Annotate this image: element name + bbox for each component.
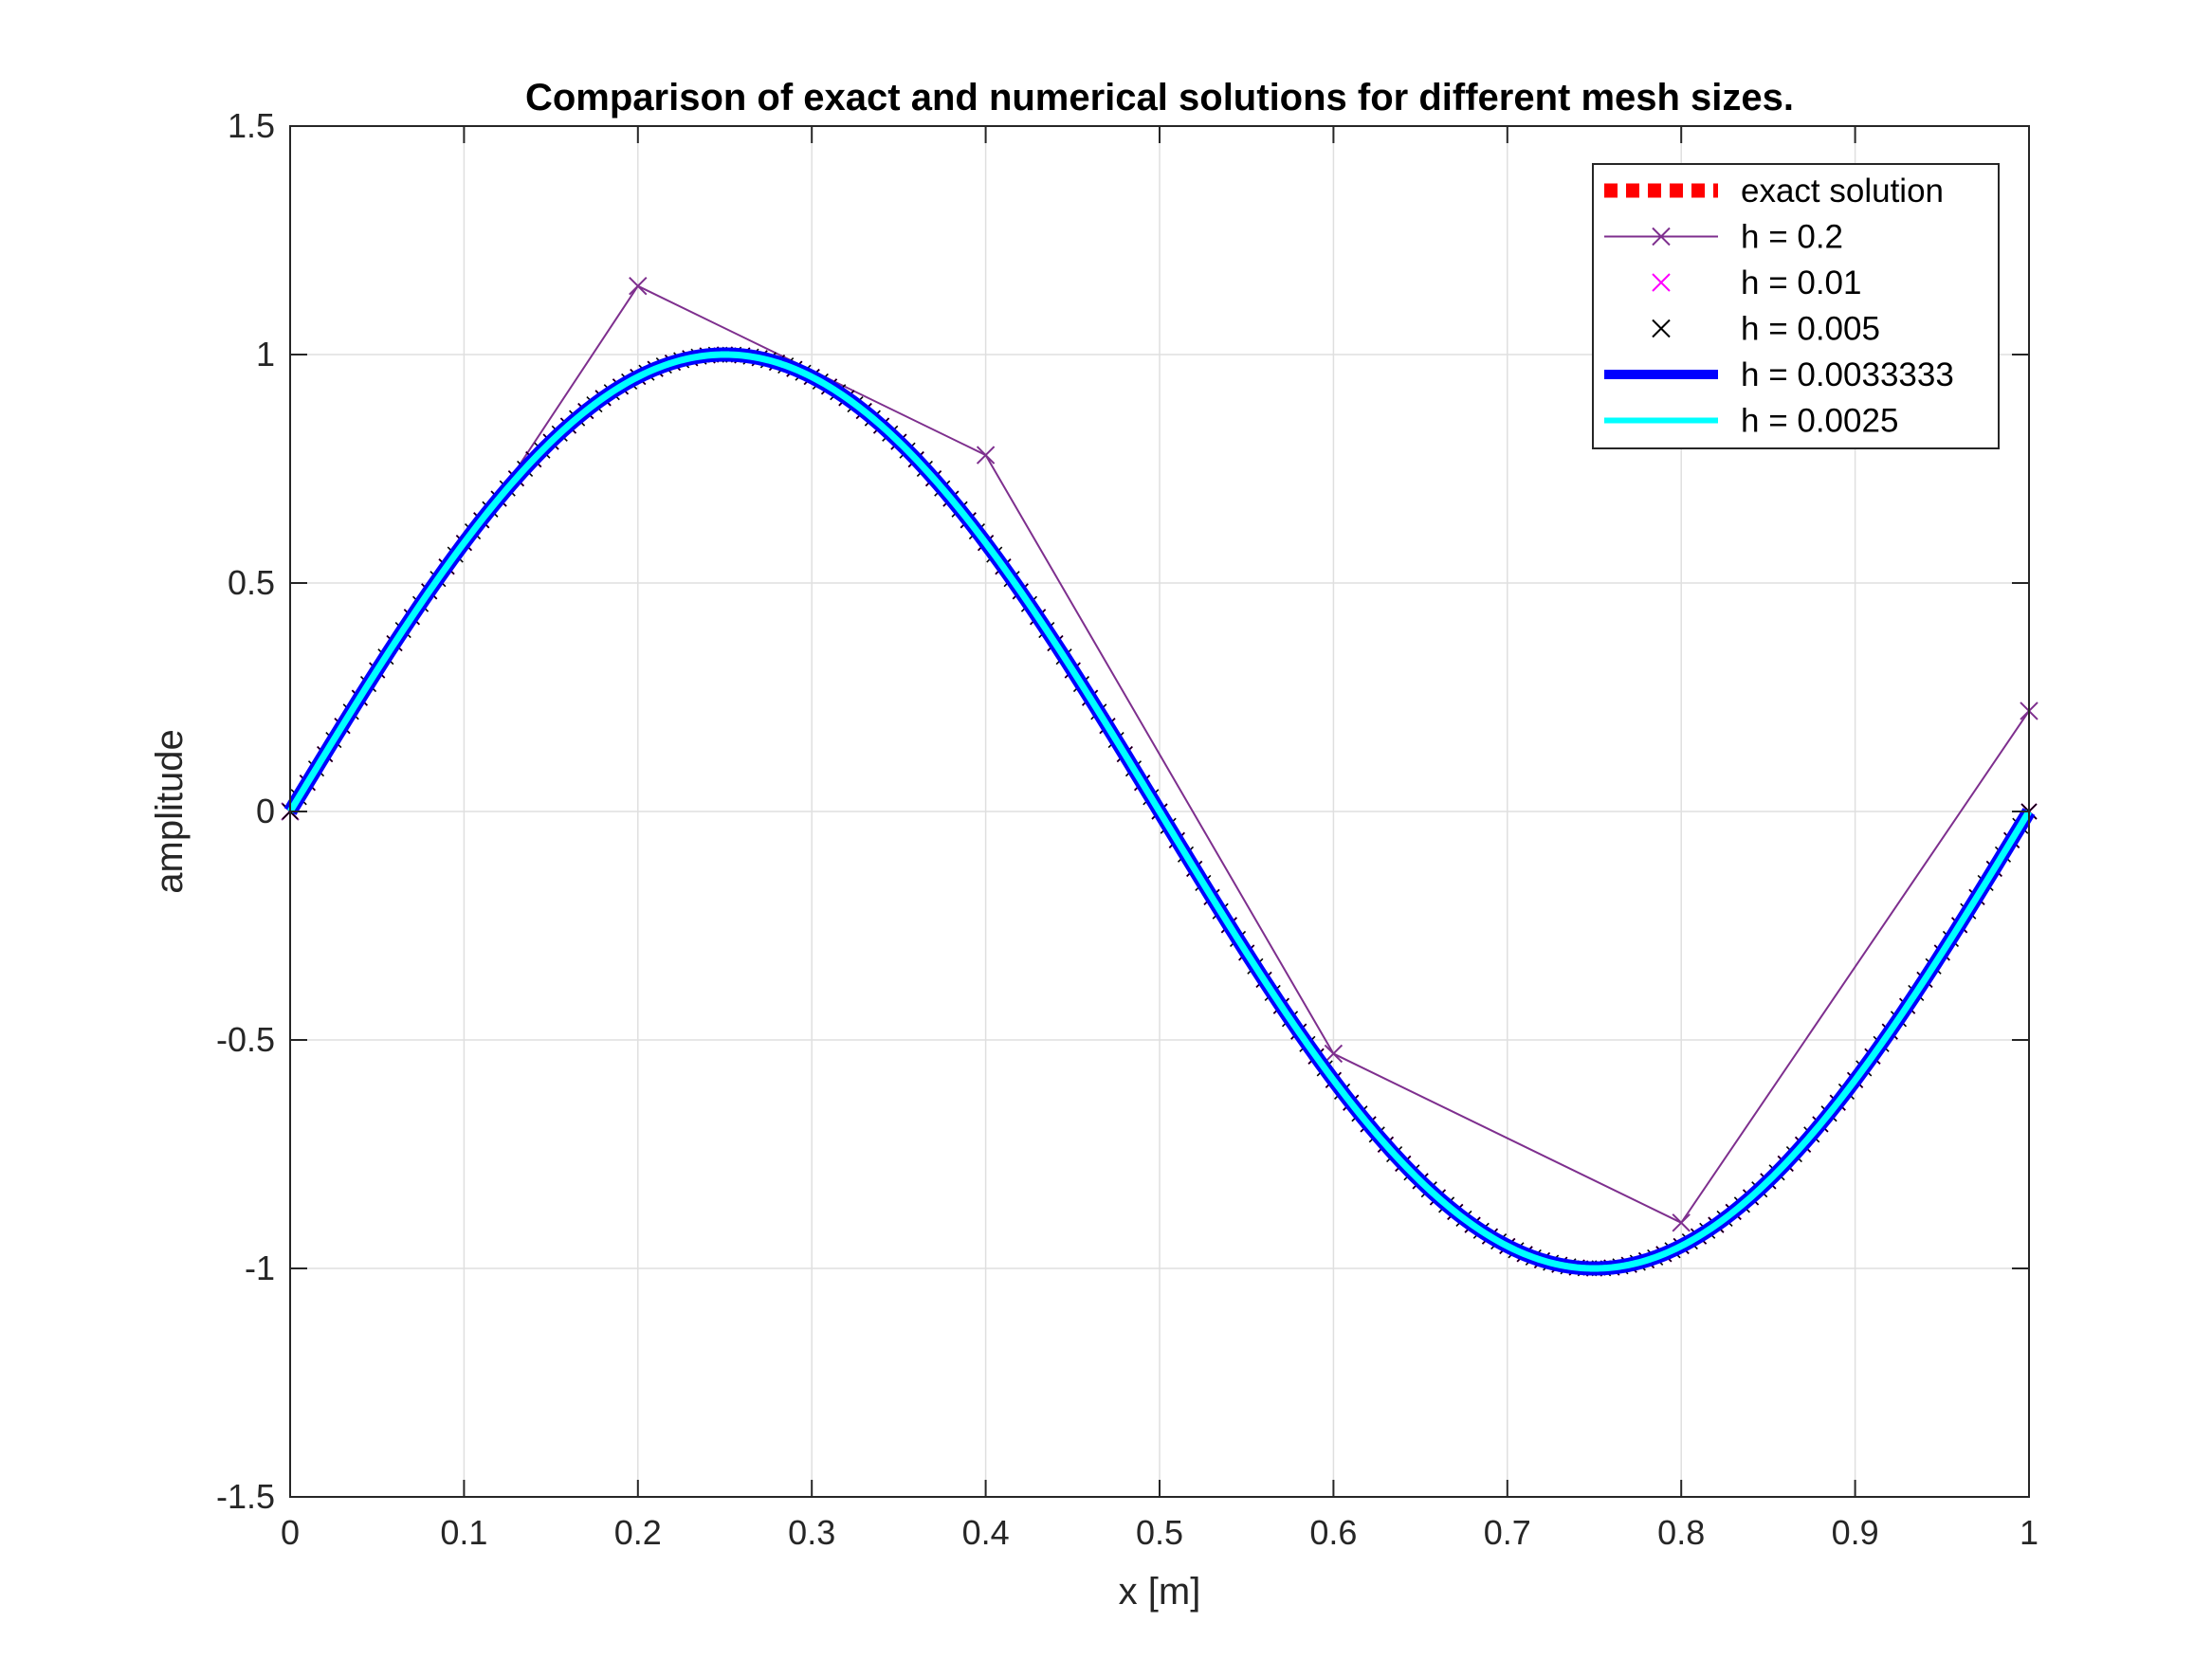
- y-tick-label: 1.5: [228, 106, 275, 145]
- legend-marker: [1652, 273, 1671, 292]
- y-tick-label: 1: [256, 335, 275, 374]
- legend-label: h = 0.0033333: [1741, 356, 1954, 393]
- series-h-0-2-point: [1324, 1044, 1344, 1064]
- x-tick-label: 0.7: [1484, 1513, 1531, 1552]
- y-tick-label: 0.5: [228, 563, 275, 602]
- series-h-0-0025: [287, 351, 2032, 1272]
- x-axis-label: x [m]: [1119, 1571, 1201, 1613]
- series-h-0-2-line: [289, 284, 2030, 1225]
- y-axis-label: amplitude: [149, 729, 191, 893]
- series-h-0-2-point: [1672, 1213, 1691, 1232]
- tick-labels: 0 0.1 0.2 0.3 0.4 0.5 0.6 0.7 0.8 0.9 1 -1.5 -1 -0.5 0…: [216, 106, 2038, 1552]
- legend-box: [1592, 163, 2000, 449]
- x-tick-label: 0.4: [962, 1513, 1010, 1552]
- legend-label: h = 0.005: [1741, 311, 1880, 348]
- legend-label: h = 0.01: [1741, 264, 1861, 301]
- y-tick-label: 0: [256, 792, 275, 830]
- x-tick-label: 0.8: [1657, 1513, 1705, 1552]
- x-tick-label: 0.1: [440, 1513, 487, 1552]
- x-tick-label: 0.9: [1832, 1513, 1879, 1552]
- legend-label: h = 0.0025: [1741, 403, 1898, 440]
- x-tick-label: 0.2: [614, 1513, 662, 1552]
- x-tick-label: 1: [2020, 1513, 2038, 1552]
- x-tick-label: 0.3: [788, 1513, 835, 1552]
- x-tick-label: 0: [281, 1513, 300, 1552]
- legend: exact solution h = 0.2 h = 0.01 h = 0.005 h …: [1592, 163, 2000, 449]
- legend-label: h = 0.2: [1741, 219, 1843, 256]
- chart-title: Comparison of exact and numerical soluti…: [525, 77, 1794, 118]
- series-h-0-2-point: [976, 446, 996, 465]
- legend-marker-h-0-2: [1652, 227, 1671, 246]
- x-tick-label: 0.6: [1309, 1513, 1357, 1552]
- legend-marker: [1652, 319, 1671, 338]
- ticks: [289, 125, 2030, 1498]
- legend-label: exact solution: [1741, 173, 1944, 210]
- y-tick-label: -0.5: [216, 1020, 275, 1059]
- series-h-0-2-point: [629, 276, 648, 296]
- data-layer: [281, 276, 2038, 1277]
- y-tick-label: -1: [245, 1249, 275, 1287]
- x-tick-label: 0.5: [1136, 1513, 1183, 1552]
- y-tick-label: -1.5: [216, 1477, 275, 1516]
